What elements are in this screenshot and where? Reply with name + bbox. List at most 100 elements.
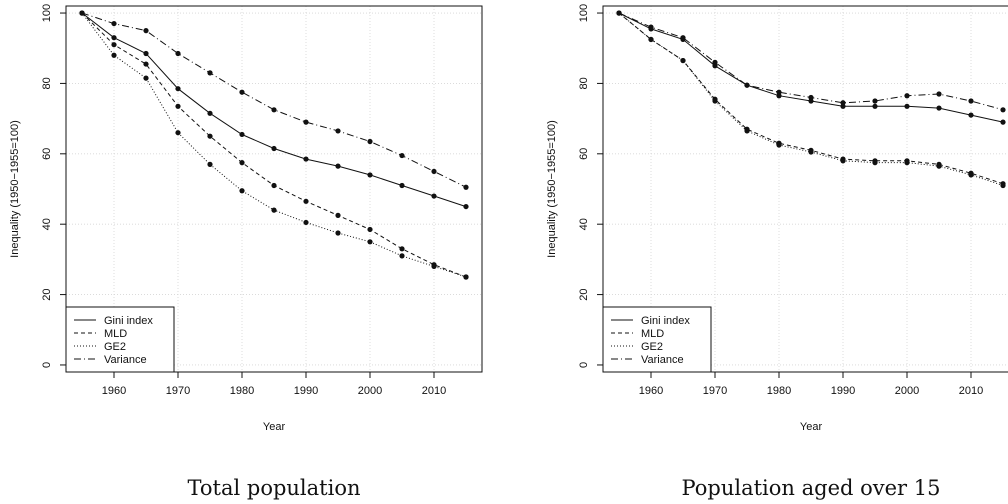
data-point [399,246,405,252]
data-point [399,182,405,189]
data-point [616,10,622,16]
data-point [271,107,277,113]
y-tick-label: 60 [578,148,590,160]
legend-label: Variance [104,354,147,366]
data-point [872,98,878,104]
data-point [840,100,846,106]
y-tick-label: 0 [41,362,53,368]
x-tick-label: 1990 [831,385,855,397]
data-point [303,198,309,204]
data-point [335,212,341,218]
data-point [1000,119,1006,125]
legend-box [602,306,712,373]
y-tick-label: 60 [41,148,53,160]
legend-label: MLD [104,328,127,340]
data-point [904,160,910,166]
y-tick-label: 80 [41,77,53,89]
x-tick-label: 2000 [358,385,382,397]
data-point [303,156,309,162]
x-axis-label: Year [800,421,823,433]
data-point [872,160,878,166]
data-point [968,172,974,178]
data-point [808,149,814,155]
data-point [79,10,85,16]
series-mld [79,10,469,280]
y-tick-label: 40 [578,218,590,230]
y-tick-label: 100 [578,4,590,22]
data-point [776,89,782,95]
data-point [303,119,309,125]
data-point [840,158,846,164]
legend-label: Gini index [104,315,153,327]
data-point [904,93,910,99]
data-point [143,50,149,57]
x-tick-label: 1970 [703,385,727,397]
y-tick-label: 20 [41,288,53,300]
data-point [431,193,437,199]
data-point [431,168,437,175]
y-tick-label: 100 [41,4,53,22]
data-point [463,184,469,190]
data-point [744,82,750,88]
data-point [143,75,149,81]
x-tick-label: 1970 [166,385,190,397]
series-ge2 [79,10,469,280]
legend-label: GE2 [104,341,126,353]
data-point [367,138,373,145]
data-point [968,98,974,104]
data-point [463,203,469,210]
data-point [431,263,437,270]
x-tick-label: 1990 [294,385,318,397]
data-point [143,28,149,34]
data-point [1000,107,1006,113]
y-axis-label: Inequality (1950−1955=100) [9,120,21,258]
data-point [712,59,718,65]
data-point [239,131,245,138]
legend-label: MLD [641,328,664,340]
plot-frame [602,5,1008,373]
data-point [111,20,117,27]
data-point [111,35,117,41]
data-point [1000,182,1006,189]
data-point [175,50,181,57]
data-point [367,239,373,245]
data-point [271,145,277,152]
data-point [936,105,942,111]
data-point [648,24,654,30]
x-tick-label: 2010 [959,385,983,397]
data-point [175,86,181,92]
series-line [81,12,467,278]
data-point [808,94,814,101]
data-point [872,103,878,109]
y-tick-label: 80 [578,77,590,89]
chart-panel-2: 1960 1970 1980 1990 2000 2010 0 20 40 60 80 100 Year… [546,4,1008,500]
data-point [111,52,117,58]
data-point [143,61,149,67]
panel-caption: Total population [188,476,361,500]
data-point [303,219,309,226]
data-point [968,112,974,118]
data-point [367,172,373,178]
data-point [111,42,117,48]
series-variance [616,10,1006,113]
x-tick-label: 1960 [639,385,663,397]
x-tick-label: 1960 [102,385,126,397]
y-tick-label: 40 [41,218,53,230]
data-point [175,103,181,109]
chart-panel-1: 1960 1970 1980 1990 2000 2010 0 20 40 60 80 100 Year… [9,4,483,500]
series-line [81,12,467,188]
data-point [239,188,245,194]
data-point [904,103,910,109]
data-point [239,160,245,166]
data-point [712,98,718,104]
data-point [335,163,341,169]
data-point [936,163,942,169]
data-point [936,91,942,97]
plot-frame [65,5,483,373]
x-tick-label: 1980 [230,385,254,397]
data-point [744,128,750,134]
legend-label: Variance [641,354,684,366]
